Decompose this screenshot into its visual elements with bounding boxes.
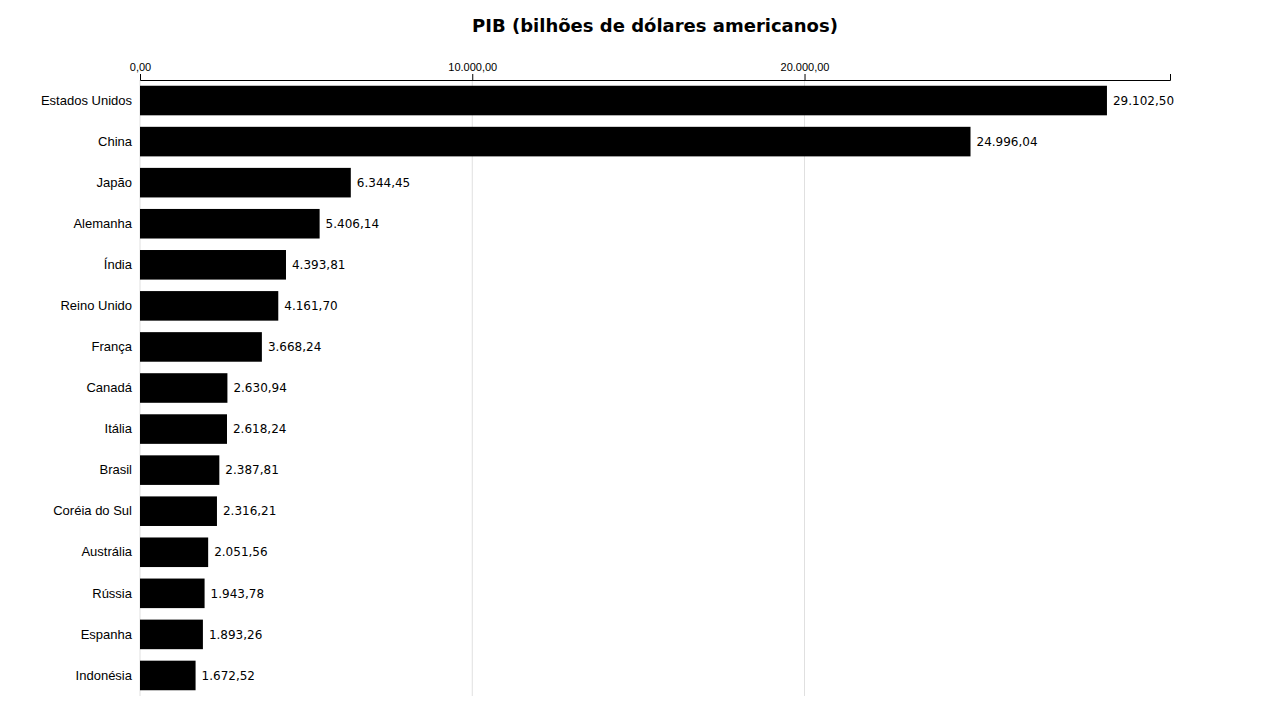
category-label: Espanha xyxy=(81,627,133,642)
category-label: Austrália xyxy=(81,544,132,559)
bar xyxy=(140,373,227,403)
y-axis: Estados Unidos China Japão Alemanha Índia Rei… xyxy=(41,93,133,683)
grid xyxy=(140,80,805,696)
tick: 0,00 xyxy=(130,61,151,80)
tick: 20.000,00 xyxy=(781,61,830,80)
category-label: China xyxy=(98,134,133,149)
tick: Índia xyxy=(104,257,133,272)
tick: Coréia do Sul xyxy=(53,503,132,518)
tick-mark xyxy=(472,74,473,80)
x-axis: 0,00 10.000,00 20.000,00 xyxy=(130,61,1171,81)
tick: Austrália xyxy=(81,544,132,559)
tick-mark xyxy=(805,74,806,80)
chart: 0,00 10.000,00 20.000,00 Estados Unidos Chin… xyxy=(0,0,1280,720)
tick-label: 20.000,00 xyxy=(781,61,830,73)
axis-line xyxy=(141,74,1171,81)
category-label: Coréia do Sul xyxy=(53,503,132,518)
title: PIB (bilhões de dólares americanos) xyxy=(472,15,838,36)
tick-label: 10.000,00 xyxy=(448,61,497,73)
tick: Reino Unido xyxy=(60,298,132,313)
data-label: 1.893,26 xyxy=(209,628,262,642)
tick: Estados Unidos xyxy=(41,93,133,108)
data-label: 2.618,24 xyxy=(233,422,286,436)
tick-mark xyxy=(140,74,141,80)
data-label: 4.161,70 xyxy=(284,299,337,313)
category-label: Japão xyxy=(97,175,132,190)
bar xyxy=(140,127,971,157)
bar xyxy=(140,332,262,362)
tick: Japão xyxy=(97,175,132,190)
category-label: Rússia xyxy=(92,585,133,600)
bar xyxy=(140,579,205,609)
data-label: 2.316,21 xyxy=(223,504,276,518)
data-label: 6.344,45 xyxy=(357,176,410,190)
grid-line xyxy=(804,80,805,696)
tick: Espanha xyxy=(81,627,133,642)
tick: 10.000,00 xyxy=(448,61,497,80)
tick: Alemanha xyxy=(73,216,132,231)
category-label: Itália xyxy=(105,421,133,436)
data-label: 1.943,78 xyxy=(211,587,264,601)
bar xyxy=(140,414,227,444)
data-label: 2.387,81 xyxy=(225,463,278,477)
data-label: 4.393,81 xyxy=(292,258,345,272)
category-label: Índia xyxy=(104,257,133,272)
tick: Rússia xyxy=(92,585,133,600)
plot: 0,00 10.000,00 20.000,00 Estados Unidos Chin… xyxy=(41,61,1174,696)
bar xyxy=(140,168,351,198)
tick: Brasil xyxy=(99,462,132,477)
category-label: França xyxy=(92,339,133,354)
data-label: 29.102,50 xyxy=(1113,94,1174,108)
bar xyxy=(140,620,203,650)
tick: França xyxy=(92,339,133,354)
bar xyxy=(140,250,286,280)
category-label: Canadá xyxy=(86,380,132,395)
data-label: 1.672,52 xyxy=(202,669,255,683)
data-label: 2.051,56 xyxy=(214,545,267,559)
grid-line xyxy=(472,80,473,696)
bar xyxy=(140,455,219,485)
bar xyxy=(140,209,320,239)
bars xyxy=(140,86,1107,691)
tick: Indonésia xyxy=(76,668,133,683)
tick-label: 0,00 xyxy=(130,61,151,73)
data-label: 24.996,04 xyxy=(977,135,1038,149)
tick: China xyxy=(98,134,133,149)
bar xyxy=(140,537,208,567)
bar xyxy=(140,661,196,691)
tick: Canadá xyxy=(86,380,132,395)
data-label: 2.630,94 xyxy=(233,381,286,395)
category-label: Reino Unido xyxy=(60,298,132,313)
data-label: 3.668,24 xyxy=(268,340,321,354)
bar xyxy=(140,86,1107,116)
data-label: 5.406,14 xyxy=(326,217,379,231)
category-label: Indonésia xyxy=(76,668,133,683)
tick: Itália xyxy=(105,421,133,436)
category-label: Estados Unidos xyxy=(41,93,133,108)
category-label: Alemanha xyxy=(73,216,132,231)
data-labels: 29.102,50 24.996,04 6.344,45 5.406,14 4.393,… xyxy=(202,94,1174,683)
category-label: Brasil xyxy=(99,462,132,477)
bar xyxy=(140,291,278,321)
bar xyxy=(140,496,217,526)
